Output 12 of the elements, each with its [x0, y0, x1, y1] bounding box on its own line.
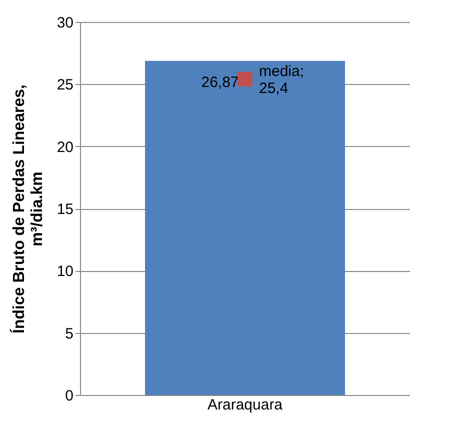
y-tick-label: 10 [56, 263, 74, 280]
y-tick-label: 30 [56, 14, 74, 32]
y-tick-label: 25 [56, 76, 74, 94]
y-tick-label: 20 [56, 138, 74, 156]
y-tick-label: 15 [56, 201, 74, 218]
y-tick-label: 5 [65, 325, 74, 342]
data-label: 26,87 [201, 74, 239, 91]
series-label: media; [259, 63, 304, 80]
data-label: 25,4 [259, 80, 288, 98]
x-tick-label: Araraquara [207, 396, 284, 414]
y-axis-title: Índice Bruto de Perdas Lineares, m³/dia.km [8, 84, 46, 334]
y-tick-label: 0 [65, 388, 74, 404]
